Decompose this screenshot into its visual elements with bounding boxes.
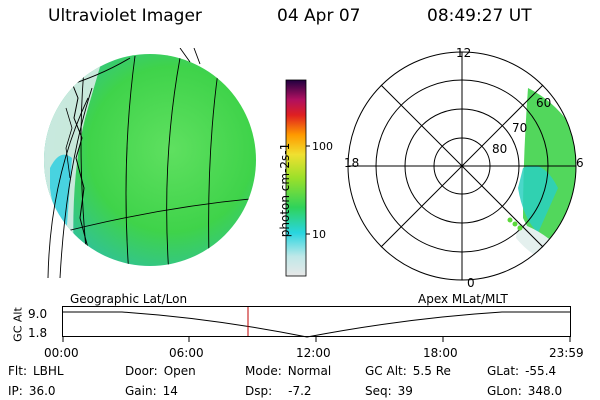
info-glat: GLat: -55.4 [487, 364, 556, 378]
info-ip: IP: 36.0 [8, 384, 56, 398]
info-glon-value: 348.0 [527, 384, 563, 398]
info-glat-label: GLat: [487, 364, 520, 378]
info-dsp-label: Dsp: [245, 384, 273, 398]
info-mode: Mode: Normal [245, 364, 331, 378]
strip-x-tick-3: 18:00 [423, 346, 458, 360]
strip-x-tick-4: 23:59 [549, 346, 584, 360]
colorbar-tick-100: 100 [312, 140, 333, 153]
mlt-label-12: 12 [456, 46, 472, 60]
aurora-patch [50, 154, 72, 238]
info-door: Door: Open [125, 364, 196, 378]
strip-y-tick-bottom: 1.8 [28, 326, 48, 340]
date-label: 04 Apr 07 [277, 6, 361, 26]
mlt-label-18: 18 [344, 156, 360, 170]
time-label: 08:49:27 UT [427, 6, 532, 26]
info-gain: Gain: 14 [125, 384, 178, 398]
info-door-value: Open [163, 364, 196, 378]
lat-label-60: 60 [536, 96, 552, 110]
strip-left-label: Geographic Lat/Lon [70, 292, 188, 306]
info-dsp-value: -7.2 [288, 384, 312, 398]
orbit-strip [62, 306, 571, 342]
colorbar-tick-10: 10 [312, 228, 326, 241]
earth-image-panel [44, 48, 256, 279]
app-title: Ultraviolet Imager [48, 6, 202, 26]
info-flt-label: Flt: [8, 364, 27, 378]
info-gain-value: 14 [162, 384, 178, 398]
info-gcalt-value: 5.5 Re [412, 364, 451, 378]
info-flt-value: LBHL [32, 364, 64, 378]
info-glon: GLon: 348.0 [487, 384, 562, 398]
mlt-label-6: 6 [576, 156, 584, 170]
info-flt: Flt: LBHL [8, 364, 64, 378]
info-seq: Seq: 39 [365, 384, 413, 398]
strip-x-tick-2: 12:00 [296, 346, 331, 360]
strip-y-tick-top: 9.0 [28, 307, 48, 321]
colorbar-gradient [285, 79, 307, 277]
info-gcalt: GC Alt: 5.5 Re [365, 364, 451, 378]
strip-x-tick-1: 06:00 [169, 346, 204, 360]
info-mode-label: Mode: [245, 364, 282, 378]
info-door-label: Door: [125, 364, 158, 378]
lat-label-70: 70 [512, 121, 528, 135]
coastline-2 [65, 107, 73, 179]
info-ip-label: IP: [8, 384, 23, 398]
info-glat-value: -55.4 [525, 364, 557, 378]
info-dsp: Dsp: -7.2 [245, 384, 312, 398]
altitude-curve [63, 311, 570, 338]
info-gain-label: Gain: [125, 384, 157, 398]
info-ip-value: 36.0 [28, 384, 56, 398]
strip-y-axis-label: GC Alt [11, 307, 25, 342]
info-seq-value: 39 [397, 384, 413, 398]
info-mode-value: Normal [287, 364, 332, 378]
colorbar [285, 79, 310, 277]
earth-disk [44, 54, 256, 266]
colorbar-unit-label: photon cm-2s-1 [278, 142, 292, 238]
lat-label-80: 80 [492, 142, 508, 156]
mlt-label-0: 0 [467, 276, 475, 290]
info-seq-label: Seq: [365, 384, 392, 398]
info-glon-label: GLon: [487, 384, 522, 398]
info-gcalt-label: GC Alt: [365, 364, 407, 378]
strip-right-label: Apex MLat/MLT [418, 292, 508, 306]
polar-aurora-cyan [518, 165, 558, 233]
polar-plot [347, 51, 577, 281]
strip-x-tick-0: 00:00 [44, 346, 79, 360]
